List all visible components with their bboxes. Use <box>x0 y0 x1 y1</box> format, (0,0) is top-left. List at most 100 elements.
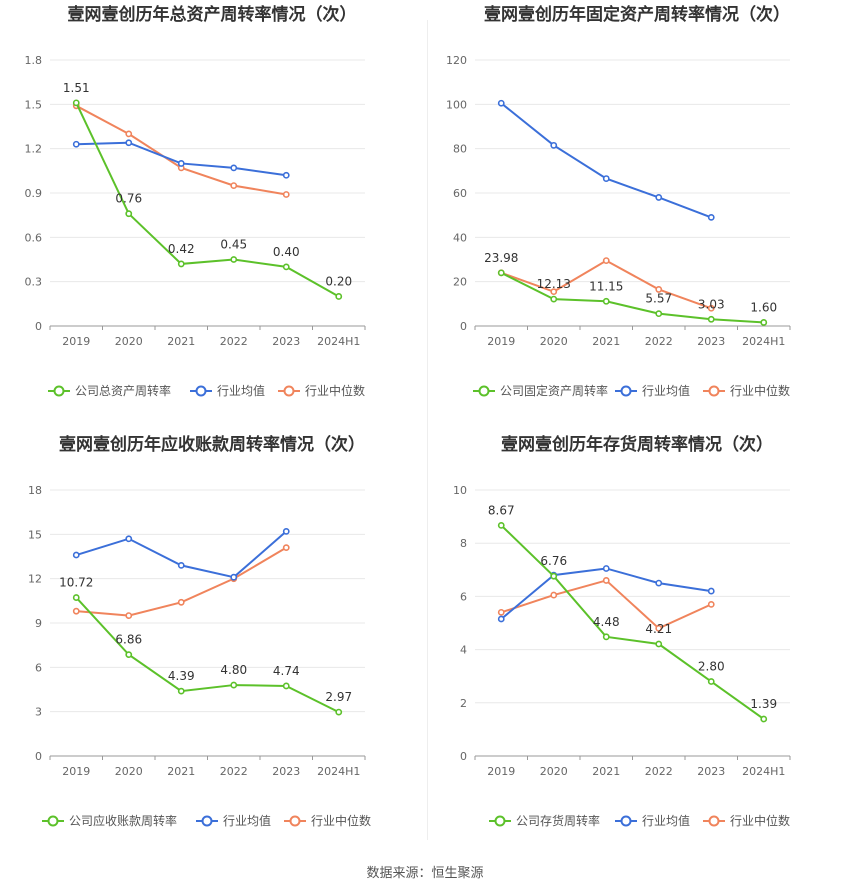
x-tick-label: 2021 <box>592 765 620 778</box>
data-label: 1.39 <box>750 697 777 711</box>
y-tick-label: 0.3 <box>25 276 43 289</box>
data-point-avg <box>125 139 133 147</box>
legend-label: 公司固定资产周转率 <box>500 383 608 398</box>
y-tick-label: 0 <box>35 750 42 763</box>
legend-marker <box>620 815 632 827</box>
data-point-company <box>602 297 610 305</box>
x-tick-label: 2024H1 <box>742 335 785 348</box>
panel-divider <box>427 20 428 840</box>
x-tick-label: 2021 <box>167 335 195 348</box>
data-point-median <box>707 600 715 608</box>
data-point-company <box>497 521 505 529</box>
legend-label: 行业中位数 <box>730 383 790 398</box>
legend-item-median[interactable]: 行业中位数 <box>284 813 371 828</box>
data-point-median <box>602 577 610 584</box>
series-line-avg <box>500 102 712 219</box>
x-tick-label: 2022 <box>220 765 248 778</box>
data-point-company <box>760 319 768 326</box>
data-point-avg <box>72 140 80 148</box>
data-point-company <box>72 99 80 107</box>
series-line-company <box>500 271 764 324</box>
data-label: 4.74 <box>273 664 300 678</box>
legend-item-avg[interactable]: 行业均值 <box>615 813 690 828</box>
legend-marker <box>289 815 301 827</box>
y-tick-label: 12 <box>28 573 42 586</box>
x-tick-label: 2022 <box>220 335 248 348</box>
legend-item-avg[interactable]: 行业均值 <box>190 383 265 398</box>
legend-item-median[interactable]: 行业中位数 <box>278 383 365 398</box>
legend-marker <box>620 385 632 397</box>
legend-item-median[interactable]: 行业中位数 <box>703 813 790 828</box>
data-point-company <box>655 310 663 318</box>
y-tick-label: 40 <box>453 231 467 244</box>
chart-svg-4: 壹网壹创历年存货周转率情况（次） 0 2 4 6 8 10 2019 2020 2021 2022 2… <box>453 434 791 828</box>
data-point-company <box>177 260 185 268</box>
data-label: 4.80 <box>220 663 247 677</box>
y-tick-label: 0.6 <box>25 231 43 244</box>
y-tick-label: 20 <box>453 276 467 289</box>
data-label: 1.60 <box>750 300 777 314</box>
data-point-company <box>760 715 768 723</box>
y-tick-label: 100 <box>446 98 467 111</box>
y-tick-label: 0 <box>460 320 467 333</box>
data-point-median <box>72 607 80 615</box>
data-point-avg <box>497 615 505 623</box>
data-point-company <box>655 640 663 648</box>
data-point-median <box>550 288 558 296</box>
legend-item-company[interactable]: 公司固定资产周转率 <box>473 383 608 398</box>
data-label: 23.98 <box>484 251 518 265</box>
y-tick-label: 120 <box>446 54 467 67</box>
legend-item-company[interactable]: 公司存货周转率 <box>489 813 600 828</box>
chart-title: 壹网壹创历年总资产周转率情况（次） <box>68 4 357 25</box>
data-label: 0.76 <box>115 192 142 206</box>
data-point-company <box>72 594 80 601</box>
x-tick-label: 2019 <box>487 335 515 348</box>
data-point-company <box>125 210 133 218</box>
x-tick-label: 2022 <box>645 765 673 778</box>
data-label: 4.39 <box>168 669 195 683</box>
data-point-avg <box>550 141 558 149</box>
data-point-avg <box>655 579 663 587</box>
legend-label: 行业中位数 <box>305 383 365 398</box>
chart-title: 壹网壹创历年固定资产周转率情况（次） <box>484 4 790 25</box>
data-label: 0.40 <box>273 245 300 259</box>
data-point-median <box>550 591 558 599</box>
legend-item-median[interactable]: 行业中位数 <box>703 383 790 398</box>
data-label: 10.72 <box>59 576 93 590</box>
legend-item-avg[interactable]: 行业均值 <box>196 813 271 828</box>
data-point-median <box>282 544 290 552</box>
chart-svg-1: 壹网壹创历年总资产周转率情况（次） 0 0.3 0.6 0.9 1.2 1.5 1.8 2019… <box>25 4 366 398</box>
data-label: 0.20 <box>325 274 352 288</box>
data-point-avg <box>230 573 238 581</box>
legend-label: 行业均值 <box>223 813 271 828</box>
data-label: 0.45 <box>220 238 247 252</box>
y-tick-label: 1.8 <box>25 54 43 67</box>
data-point-median <box>655 624 663 632</box>
legend-item-company[interactable]: 公司总资产周转率 <box>48 383 171 398</box>
legend-item-company[interactable]: 公司应收账款周转率 <box>42 813 177 828</box>
legend-marker <box>195 385 207 397</box>
x-tick-label: 2021 <box>167 765 195 778</box>
y-tick-label: 18 <box>28 484 42 497</box>
data-label: 0.42 <box>168 242 195 256</box>
x-tick-label: 2024H1 <box>742 765 785 778</box>
data-label: 3.03 <box>698 297 725 311</box>
y-tick-label: 6 <box>35 661 42 674</box>
y-tick-label: 1.5 <box>25 98 43 111</box>
x-tick-label: 2023 <box>697 765 725 778</box>
data-point-avg <box>177 160 185 167</box>
data-point-median <box>497 608 505 616</box>
data-point-company <box>335 293 343 300</box>
series-line-median <box>75 104 287 196</box>
y-tick-label: 2 <box>460 697 467 710</box>
data-point-company <box>177 687 185 695</box>
y-tick-label: 6 <box>460 590 467 603</box>
y-tick-label: 4 <box>460 644 467 657</box>
y-tick-label: 80 <box>453 143 467 156</box>
data-point-median <box>125 612 133 620</box>
chart-inventory-turnover: 壹网壹创历年存货周转率情况（次） 0 2 4 6 8 10 2019 2020 2021 2022 2… <box>425 430 850 860</box>
data-point-company <box>125 651 133 659</box>
legend-item-avg[interactable]: 行业均值 <box>615 383 690 398</box>
data-label: 11.15 <box>589 279 623 293</box>
x-tick-label: 2019 <box>62 335 90 348</box>
